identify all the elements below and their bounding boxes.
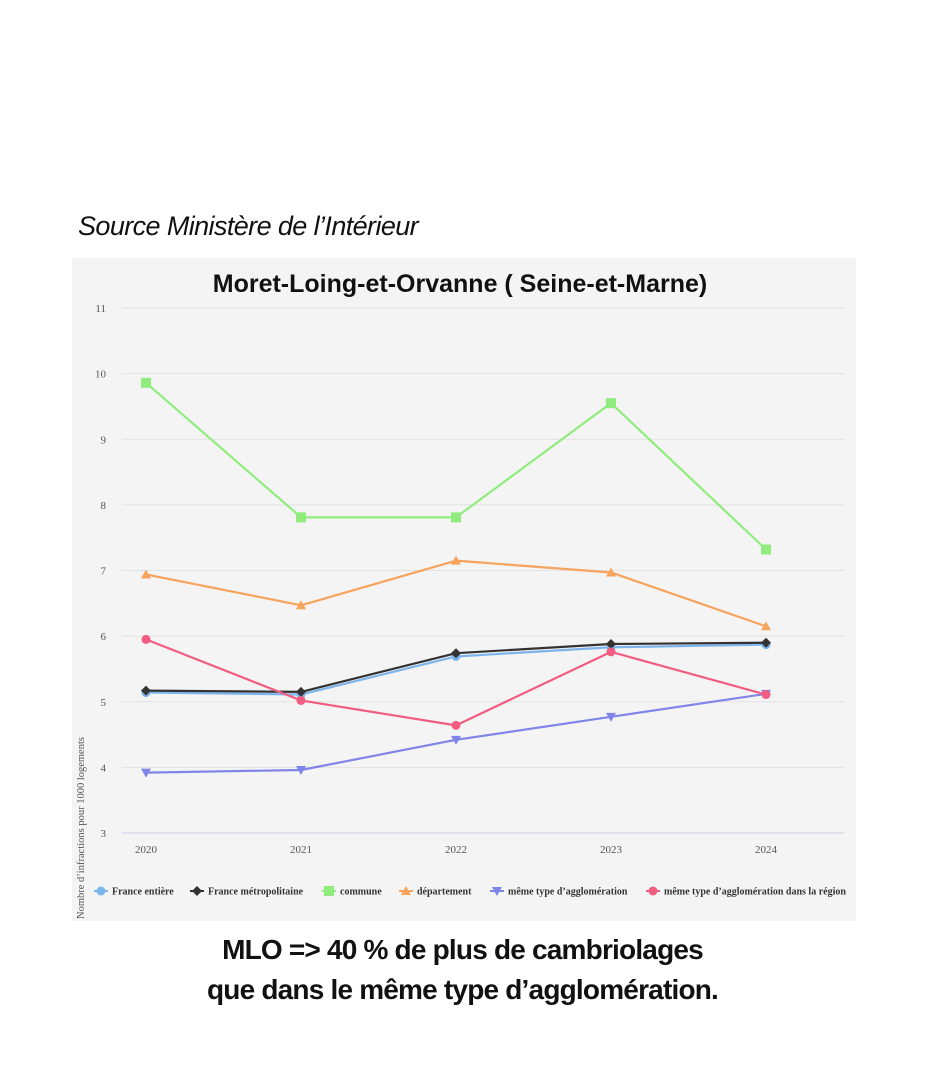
data-point-6-2024 bbox=[761, 690, 771, 700]
y-tick-4: 4 bbox=[101, 762, 107, 774]
data-point-6-2022 bbox=[451, 720, 461, 730]
data-point-2-2021 bbox=[296, 686, 306, 697]
source-caption: Source Ministère de l’Intérieur bbox=[78, 211, 419, 241]
data-point-6-2020 bbox=[141, 634, 151, 644]
legend-label-1: France entière bbox=[112, 887, 174, 898]
legend-item-5[interactable]: même type d’agglomération bbox=[490, 887, 628, 898]
legend-marker-4 bbox=[401, 886, 411, 895]
line-chart: Moret-Loing-et-Orvanne ( Seine-et-Marne)… bbox=[76, 270, 846, 919]
y-tick-9: 9 bbox=[101, 434, 107, 446]
legend-item-2[interactable]: France métropolitaine bbox=[190, 886, 304, 898]
legend-marker-5 bbox=[492, 887, 502, 896]
data-point-3-2020 bbox=[141, 377, 151, 388]
data-point-2-2024 bbox=[761, 637, 771, 648]
y-tick-7: 7 bbox=[101, 566, 107, 578]
y-tick-6: 6 bbox=[101, 631, 107, 643]
data-point-4-2023 bbox=[606, 567, 616, 577]
data-point-3-2024 bbox=[761, 544, 771, 555]
x-tick-2022: 2022 bbox=[445, 844, 467, 856]
legend-item-1[interactable]: France entière bbox=[94, 886, 174, 898]
x-tick-2023: 2023 bbox=[600, 844, 623, 856]
series-line-3 bbox=[144, 381, 768, 551]
legend-label-6: même type d’agglomération dans la région bbox=[664, 887, 846, 898]
legend-label-5: même type d’agglomération bbox=[508, 887, 628, 898]
data-point-5-2022 bbox=[451, 735, 461, 745]
series-2 bbox=[141, 637, 771, 697]
series-5 bbox=[141, 689, 771, 778]
data-point-5-2020 bbox=[141, 768, 151, 778]
data-point-6-2021 bbox=[296, 695, 306, 705]
data-point-4-2020 bbox=[141, 569, 151, 579]
data-point-2-2023 bbox=[606, 639, 616, 649]
data-point-4-2024 bbox=[761, 621, 771, 631]
y-tick-11: 11 bbox=[95, 303, 106, 315]
series-4 bbox=[141, 555, 771, 631]
data-point-3-2022 bbox=[451, 512, 461, 523]
y-tick-3: 3 bbox=[101, 828, 107, 840]
x-tick-2024: 2024 bbox=[755, 844, 778, 856]
conclusion-line-2: que dans le même type d’agglomération. bbox=[206, 974, 719, 1005]
chart-panel: Moret-Loing-et-Orvanne ( Seine-et-Marne)… bbox=[72, 258, 856, 921]
legend-label-2: France métropolitaine bbox=[208, 887, 304, 898]
conclusion-line-1: MLO => 40 % de plus de cambriolages bbox=[222, 934, 704, 965]
series-3 bbox=[141, 377, 771, 555]
data-point-2-2022 bbox=[451, 648, 461, 659]
gridlines bbox=[122, 307, 844, 834]
x-tick-2021: 2021 bbox=[290, 844, 312, 856]
data-point-3-2021 bbox=[296, 512, 306, 523]
legend-item-6[interactable]: même type d’agglomération dans la région bbox=[646, 886, 846, 898]
legend-marker-3 bbox=[324, 886, 334, 896]
chart-title: Moret-Loing-et-Orvanne ( Seine-et-Marne) bbox=[213, 270, 707, 298]
data-point-3-2023 bbox=[606, 398, 616, 409]
y-axis-ticks: 3 4 5 6 7 8 9 10 11 bbox=[95, 303, 107, 840]
legend-item-4[interactable]: département bbox=[399, 886, 472, 898]
data-point-4-2021 bbox=[296, 600, 306, 610]
legend-marker-2 bbox=[192, 886, 202, 896]
legend-label-4: département bbox=[417, 887, 472, 898]
legend-marker-6 bbox=[648, 886, 658, 896]
legend-item-3[interactable]: commune bbox=[322, 886, 382, 898]
data-point-5-2021 bbox=[296, 766, 306, 775]
y-tick-10: 10 bbox=[95, 369, 107, 381]
legend-marker-1 bbox=[96, 886, 106, 896]
y-axis-label: Nombre d’infractions pour 1000 logements bbox=[76, 737, 87, 919]
x-tick-2020: 2020 bbox=[135, 844, 158, 856]
series-group bbox=[141, 377, 771, 778]
data-point-6-2023 bbox=[606, 647, 616, 657]
y-tick-5: 5 bbox=[101, 697, 107, 709]
conclusion-text: MLO => 40 % de plus de cambriolages que … bbox=[0, 930, 925, 1010]
data-point-5-2023 bbox=[606, 712, 616, 722]
series-line-5 bbox=[144, 692, 768, 774]
data-point-4-2022 bbox=[451, 555, 461, 565]
legend[interactable]: France entière France métropolitaine commu… bbox=[94, 886, 846, 898]
series-6 bbox=[141, 634, 771, 730]
legend-label-3: commune bbox=[340, 887, 382, 898]
data-point-2-2020 bbox=[141, 685, 151, 696]
x-axis-ticks: 2020 2021 2022 2023 2024 bbox=[135, 844, 778, 856]
y-tick-8: 8 bbox=[101, 500, 107, 512]
